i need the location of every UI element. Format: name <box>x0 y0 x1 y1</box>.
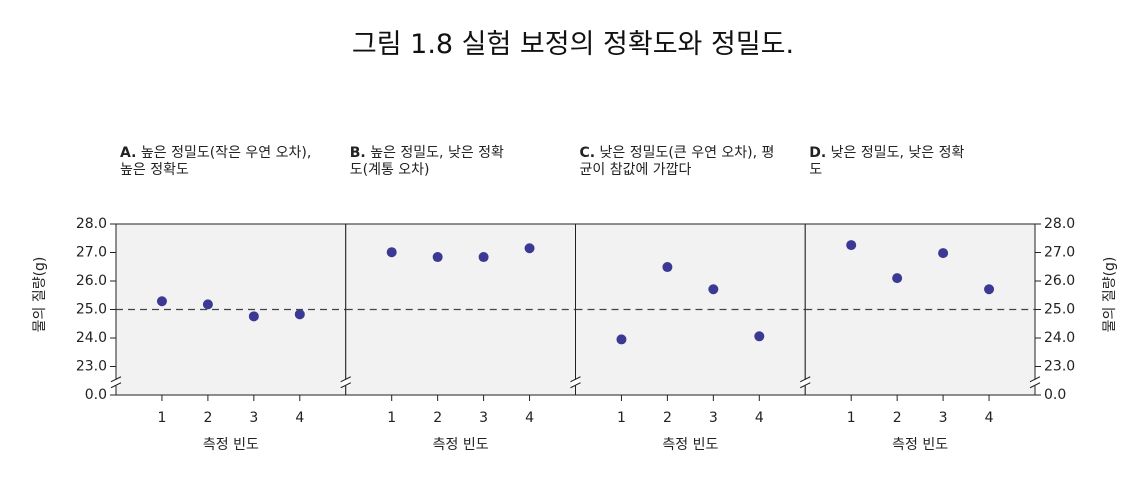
panel-title-text: 높은 정밀도, 낮은 정확도(계통 오차) <box>349 145 504 178</box>
x-tick-label: 3 <box>479 410 488 426</box>
axis-break-gap <box>1031 379 1039 386</box>
axis-break <box>570 376 581 383</box>
y-tick-label: 0.0 <box>1044 387 1066 403</box>
x-axis-label: 측정 빈도 <box>433 437 489 453</box>
axis-break-gap <box>112 379 120 386</box>
y-tick-label: 23.0 <box>76 359 107 375</box>
data-point <box>984 284 995 295</box>
panel-title: D. 낮은 정밀도, 낮은 정확도 <box>809 145 974 179</box>
x-tick-label: 2 <box>893 410 902 426</box>
data-point <box>846 240 857 251</box>
axis-break <box>340 376 351 383</box>
y-tick-label: 27.0 <box>1044 245 1075 261</box>
x-tick-label: 2 <box>203 410 212 426</box>
panel-title: B. 높은 정밀도, 낮은 정확도(계통 오차) <box>350 145 515 179</box>
y-tick-label: 25.0 <box>76 302 107 318</box>
data-point <box>938 248 949 259</box>
axis-break <box>800 382 811 389</box>
axis-break-gap <box>341 379 350 386</box>
x-axis-label: 측정 빈도 <box>662 437 718 453</box>
x-tick-label: 4 <box>295 410 304 426</box>
data-point <box>432 252 443 263</box>
x-axis-label: 측정 빈도 <box>892 437 948 453</box>
x-tick-label: 3 <box>249 410 258 426</box>
axis-break <box>1029 382 1041 389</box>
axis-break <box>800 376 811 383</box>
data-point <box>248 311 259 322</box>
y-tick-label: 28.0 <box>76 216 107 232</box>
y-tick-label: 0.0 <box>85 387 107 403</box>
panel-label: B. <box>349 145 366 161</box>
data-point <box>708 284 719 295</box>
y-axis-label: 물의 질량(g) <box>32 257 48 333</box>
x-tick-label: 4 <box>525 410 534 426</box>
x-tick-label: 4 <box>755 410 764 426</box>
y-axis-label: 물의 질량(g) <box>1102 257 1118 333</box>
axis-break-gap <box>571 379 580 386</box>
x-tick-label: 1 <box>387 410 396 426</box>
x-tick-label: 4 <box>985 410 994 426</box>
y-tick-label: 26.0 <box>76 273 107 289</box>
y-tick-label: 26.0 <box>1044 273 1075 289</box>
x-tick-label: 1 <box>157 410 166 426</box>
data-point <box>478 252 489 263</box>
panel-label: D. <box>809 145 827 161</box>
x-tick-label: 3 <box>709 410 718 426</box>
y-tick-label: 24.0 <box>1044 330 1075 346</box>
y-tick-label: 27.0 <box>76 245 107 261</box>
data-point <box>156 296 167 307</box>
data-point <box>662 262 673 273</box>
axis-break <box>110 382 122 389</box>
x-tick-label: 2 <box>433 410 442 426</box>
data-point <box>616 334 627 345</box>
panel-label: C. <box>579 145 596 161</box>
y-tick-label: 24.0 <box>76 330 107 346</box>
axis-break-gap <box>801 379 810 386</box>
axis-break <box>570 382 581 389</box>
figure-title: 그림 1.8 실험 보정의 정확도와 정밀도. <box>351 29 795 60</box>
x-tick-label: 2 <box>663 410 672 426</box>
x-tick-label: 1 <box>847 410 856 426</box>
panel-title: A. 높은 정밀도(작은 우연 오차), 높은 정확도 <box>120 145 315 179</box>
axis-break <box>110 376 122 383</box>
y-tick-label: 28.0 <box>1044 216 1075 232</box>
x-axis-label: 측정 빈도 <box>203 437 259 453</box>
data-point <box>892 273 903 284</box>
x-tick-label: 1 <box>617 410 626 426</box>
axis-break <box>1029 376 1041 383</box>
panel-title-text: 높은 정밀도(작은 우연 오차), 높은 정확도 <box>120 145 312 178</box>
panel-title: C. 낮은 정밀도(큰 우연 오차), 평균이 참값에 가깝다 <box>580 145 775 179</box>
data-point <box>202 299 213 310</box>
axis-break <box>340 382 351 389</box>
panel-title-text: 낮은 정밀도(큰 우연 오차), 평균이 참값에 가깝다 <box>579 145 775 178</box>
panel-label: A. <box>120 145 137 161</box>
y-tick-label: 25.0 <box>1044 302 1075 318</box>
data-point <box>524 243 535 254</box>
data-point <box>386 247 397 258</box>
panel-title-text: 낮은 정밀도, 낮은 정확도 <box>809 145 965 178</box>
y-tick-label: 23.0 <box>1044 359 1075 375</box>
data-point <box>754 331 765 342</box>
x-tick-label: 3 <box>939 410 948 426</box>
data-point <box>294 309 305 320</box>
